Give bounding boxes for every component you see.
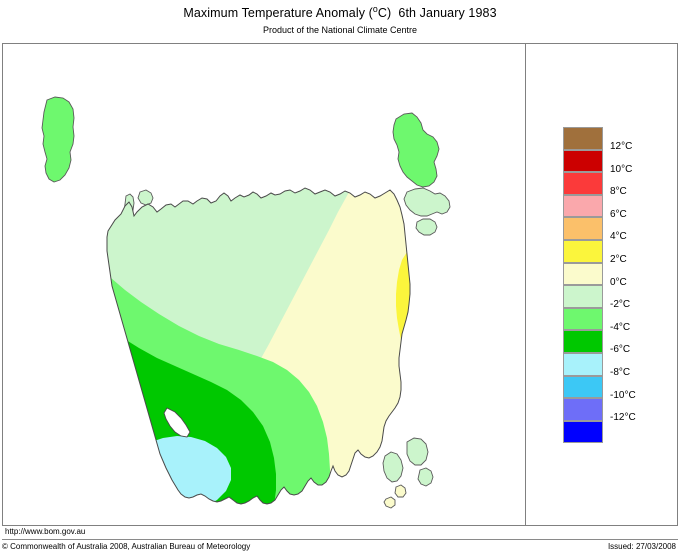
legend-swatch (563, 127, 603, 150)
map-panel (2, 43, 678, 526)
legend-label: -12°C (610, 412, 636, 424)
issued-date: Issued: 27/03/2008 (607, 542, 676, 551)
forestier-peninsula (417, 467, 434, 487)
king-island (41, 96, 75, 183)
page-title-text: Maximum Temperature Anomaly ( (183, 6, 373, 20)
footer-divider (2, 539, 678, 540)
legend-row: 12°C (563, 127, 673, 152)
legend-row: -12°C (563, 398, 673, 424)
legend-label: 12°C (610, 141, 633, 152)
legend-row: 6°C (563, 194, 673, 220)
legend-label: 0°C (610, 276, 627, 288)
page-title-date: 6th January 1983 (398, 6, 497, 20)
legend-swatch (563, 375, 603, 399)
tasmania-anomaly-map[interactable] (3, 44, 525, 525)
legend-swatch (563, 352, 603, 376)
legend-label: -4°C (610, 321, 631, 333)
legend-swatch (563, 307, 603, 331)
tasmania-coastline (106, 187, 411, 505)
flinders-island (392, 112, 440, 188)
legend-row: 8°C (563, 172, 673, 198)
legend-swatch (563, 285, 603, 308)
legend-row: -6°C (563, 330, 673, 356)
legend-swatch (563, 420, 603, 444)
legend-label: 10°C (610, 163, 633, 175)
copyright-text: © Commonwealth of Australia 2008, Austra… (2, 542, 251, 551)
page-title: Maximum Temperature Anomaly (oC) 6th Jan… (0, 3, 680, 20)
tasman-peninsula (406, 437, 429, 466)
color-legend: 12°C 10°C 8°C 6°C 4°C 2°C 0°C -2°C -4°C -6°C -8°C -… (563, 127, 673, 444)
legend-label: -2°C (610, 299, 631, 311)
title-block: Maximum Temperature Anomaly (oC) 6th Jan… (0, 0, 680, 35)
legend-row: 4°C (563, 217, 673, 243)
east-coast-islands (383, 484, 407, 509)
legend-swatch (563, 149, 603, 173)
bruny-island (382, 451, 404, 483)
page-subtitle: Product of the National Climate Centre (262, 25, 418, 35)
page-title-unit: C) (377, 6, 392, 20)
legend-swatch (563, 262, 603, 286)
panel-divider (525, 44, 526, 525)
bom-url[interactable]: http://www.bom.gov.au (5, 527, 86, 536)
legend-row: -8°C (563, 352, 673, 378)
legend-row: -2°C (563, 285, 673, 311)
legend-row: 2°C (563, 239, 673, 265)
legend-swatch (563, 239, 603, 263)
legend-label: -8°C (610, 366, 631, 378)
legend-swatch (563, 330, 603, 353)
legend-row: -10°C (563, 375, 673, 401)
legend-label: 4°C (610, 231, 627, 243)
legend-label: 6°C (610, 208, 627, 220)
legend-row (563, 420, 673, 444)
legend-swatch (563, 398, 603, 421)
legend-label: -10°C (610, 389, 636, 401)
legend-row: 0°C (563, 262, 673, 288)
macquarie-harbour (163, 407, 191, 438)
degree-superscript: o (372, 3, 378, 14)
legend-swatch (563, 194, 603, 218)
legend-row: -4°C (563, 307, 673, 333)
legend-label: -6°C (610, 344, 631, 356)
southeast-islands (382, 437, 434, 487)
legend-swatch (563, 217, 603, 240)
legend-label: 2°C (610, 253, 627, 265)
map-area[interactable] (3, 44, 525, 525)
legend-swatch (563, 172, 603, 195)
cape-barren-island (403, 187, 451, 236)
legend-row: 10°C (563, 149, 673, 175)
legend-label: 8°C (610, 186, 627, 198)
